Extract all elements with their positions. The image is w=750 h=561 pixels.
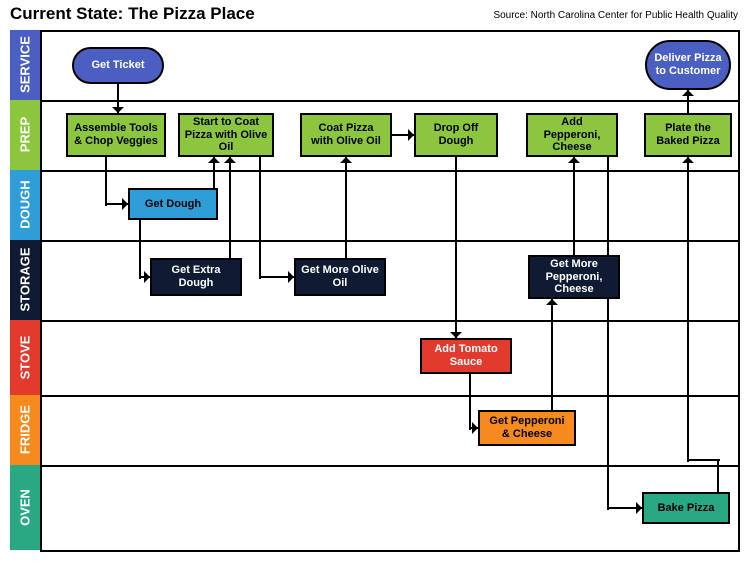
- node-plate: Plate the Baked Pizza: [644, 113, 732, 157]
- gridline: [40, 550, 740, 552]
- gridline: [40, 240, 740, 242]
- node-dropdough: Drop Off Dough: [414, 113, 498, 157]
- node-bake: Bake Pizza: [642, 492, 730, 524]
- node-morepep: Get More Pepperoni, Cheese: [528, 255, 620, 299]
- arrowhead: [568, 157, 580, 163]
- diagram-title: Current State: The Pizza Place: [10, 4, 255, 24]
- node-getpep: Get Pepperoni & Cheese: [478, 410, 576, 446]
- arrowhead: [340, 157, 352, 163]
- arrowhead: [224, 157, 236, 163]
- connector: [469, 374, 471, 430]
- connector: [259, 157, 261, 279]
- node-moreoil: Get More Olive Oil: [294, 258, 386, 296]
- node-ticket: Get Ticket: [72, 47, 164, 84]
- gridline: [40, 30, 740, 32]
- connector: [717, 460, 719, 494]
- gridline: [40, 100, 740, 102]
- node-coat: Coat Pizza with Olive Oil: [300, 113, 392, 157]
- arrowhead: [546, 299, 558, 305]
- arrowhead: [682, 157, 694, 163]
- connector: [687, 157, 689, 462]
- connector: [455, 157, 457, 340]
- gridline: [738, 30, 740, 552]
- connector: [551, 299, 553, 412]
- connector: [105, 157, 107, 206]
- connector: [229, 157, 231, 260]
- swimlane-diagram: { "type": "swimlane-flowchart", "title":…: [0, 0, 750, 561]
- node-startcoat: Start to Coat Pizza with Olive Oil: [178, 113, 274, 157]
- gridline: [40, 170, 740, 172]
- connector: [688, 459, 720, 461]
- connector: [607, 157, 609, 510]
- connector: [573, 157, 575, 257]
- connector: [345, 157, 347, 260]
- lane-label-oven: OVEN: [18, 457, 33, 557]
- node-addpep: Add Pepperoni, Cheese: [526, 113, 618, 157]
- gridline: [40, 465, 740, 467]
- gridline: [40, 320, 740, 322]
- gridline: [40, 395, 740, 397]
- gridline: [40, 30, 42, 552]
- node-assemble: Assemble Tools & Chop Veggies: [66, 113, 166, 157]
- node-extradough: Get Extra Dough: [150, 258, 242, 296]
- connector: [139, 220, 141, 279]
- arrowhead: [682, 90, 694, 96]
- node-deliver: Deliver Pizza to Customer: [645, 40, 731, 90]
- source-label: Source: North Carolina Center for Public…: [493, 10, 738, 21]
- node-getdough: Get Dough: [128, 188, 218, 220]
- arrowhead: [208, 157, 220, 163]
- node-tomato: Add Tomato Sauce: [420, 338, 512, 374]
